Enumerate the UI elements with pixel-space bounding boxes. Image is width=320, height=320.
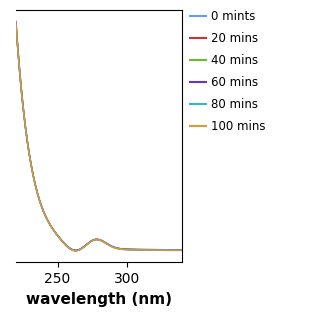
- Legend: 0 mints, 20 mins, 40 mins, 60 mins, 80 mins, 100 mins: 0 mints, 20 mins, 40 mins, 60 mins, 80 m…: [190, 11, 266, 133]
- 100 mins: [57, 235, 61, 239]
- Line: 40 mins: 40 mins: [16, 24, 182, 251]
- 20 mins: [57, 235, 61, 239]
- 60 mins: [74, 248, 78, 252]
- 60 mins: [112, 245, 116, 249]
- 0 mints: [74, 249, 78, 253]
- Line: 60 mins: 60 mins: [16, 26, 182, 250]
- 100 mins: [125, 248, 129, 252]
- 0 mints: [14, 19, 18, 23]
- 40 mins: [90, 239, 93, 243]
- 60 mins: [14, 24, 18, 28]
- 20 mins: [180, 248, 184, 252]
- 60 mins: [180, 248, 184, 252]
- 40 mins: [180, 248, 184, 252]
- 40 mins: [57, 235, 61, 239]
- 100 mins: [44, 214, 47, 218]
- 20 mins: [44, 214, 47, 218]
- 100 mins: [112, 246, 116, 250]
- 80 mins: [44, 214, 47, 218]
- 80 mins: [112, 245, 116, 249]
- 60 mins: [44, 214, 47, 218]
- 20 mins: [14, 21, 18, 25]
- 80 mins: [57, 235, 61, 239]
- 60 mins: [125, 247, 129, 251]
- 60 mins: [90, 239, 93, 243]
- 80 mins: [180, 248, 184, 252]
- 40 mins: [140, 248, 143, 252]
- 0 mints: [44, 214, 47, 218]
- 0 mints: [57, 235, 61, 239]
- 0 mints: [140, 248, 143, 252]
- 80 mins: [90, 239, 93, 243]
- 80 mins: [14, 23, 18, 27]
- 100 mins: [140, 248, 143, 252]
- 0 mints: [90, 239, 93, 243]
- 40 mins: [14, 22, 18, 26]
- 60 mins: [57, 235, 61, 239]
- Line: 0 mints: 0 mints: [16, 21, 182, 251]
- X-axis label: wavelength (nm): wavelength (nm): [26, 292, 172, 307]
- 20 mins: [112, 246, 116, 250]
- 20 mins: [140, 248, 143, 252]
- 80 mins: [140, 248, 143, 252]
- 20 mins: [90, 239, 93, 243]
- 0 mints: [125, 248, 129, 252]
- 20 mins: [74, 249, 78, 252]
- 100 mins: [90, 239, 93, 243]
- 100 mins: [180, 248, 184, 252]
- 40 mins: [112, 245, 116, 249]
- Line: 100 mins: 100 mins: [16, 24, 182, 251]
- Line: 20 mins: 20 mins: [16, 23, 182, 251]
- 80 mins: [125, 247, 129, 251]
- 40 mins: [125, 247, 129, 251]
- 0 mints: [180, 249, 184, 252]
- 100 mins: [74, 249, 78, 252]
- 40 mins: [74, 249, 78, 252]
- 20 mins: [125, 248, 129, 252]
- 100 mins: [14, 22, 18, 26]
- 60 mins: [140, 247, 143, 251]
- 80 mins: [74, 249, 78, 252]
- Line: 80 mins: 80 mins: [16, 25, 182, 251]
- 0 mints: [112, 246, 116, 250]
- 40 mins: [44, 214, 47, 218]
